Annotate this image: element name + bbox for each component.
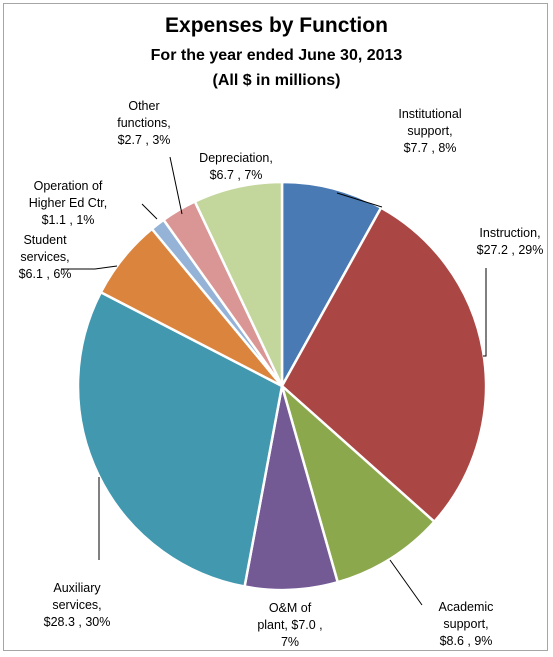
data-label-institutional-support: Institutional support, $7.7 , 8% [398, 107, 461, 155]
chart-subtitle-units: (All $ in millions) [212, 72, 341, 89]
pie-slice-academic-support [280, 384, 436, 584]
data-label-instruction: Instruction, $27.2 , 29% [477, 226, 544, 257]
pie-slice-instruction [280, 206, 488, 523]
leader-line-academic-support [389, 559, 423, 606]
chart-title: Expenses by Function [165, 14, 388, 37]
pie-slice-depreciation [193, 180, 284, 388]
leader-line-other-functions [169, 156, 183, 215]
data-label-operation-of-higher-ed-ctr: Operation of Higher Ed Ctr, $1.1 , 1% [29, 179, 108, 227]
data-label-depreciation: Depreciation, $6.7 , 7% [199, 151, 273, 182]
leader-line-student-services [61, 265, 118, 270]
data-label-student-services: Student services, $6.1 , 6% [19, 233, 72, 281]
pie-slice-auxiliary-services [76, 291, 284, 588]
chart-subtitle: For the year ended June 30, 2013 [150, 47, 403, 64]
data-label-academic-support: Academic support, $8.6 , 9% [439, 600, 494, 648]
leader-line-institutional-support [336, 192, 383, 208]
data-label-auxiliary-services: Auxiliary services, $28.3 , 30% [44, 581, 111, 629]
pie-slice-institutional-support [280, 180, 383, 388]
leader-line-instruction [483, 268, 487, 357]
data-label-other-functions: Other functions, $2.7 , 3% [117, 99, 171, 147]
leader-line-operation-of-higher-ed-ctr [141, 203, 158, 220]
data-label-o-m-of-plant: O&M of plant, $7.0 , 7% [257, 601, 322, 649]
